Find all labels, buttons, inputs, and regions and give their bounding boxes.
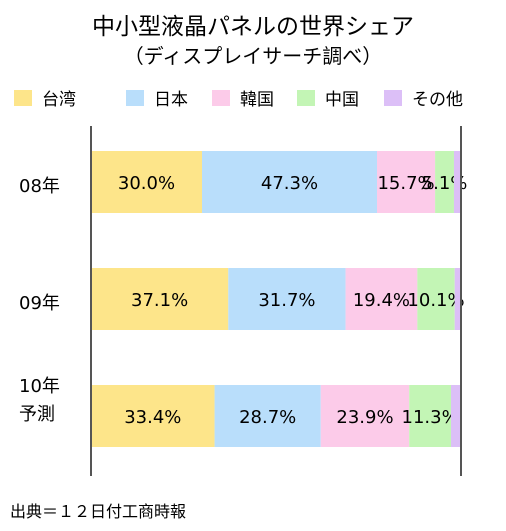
bar-0-0 [91,151,202,213]
bar-1-3 [417,268,455,330]
value-label-2-2: 23.9% [336,407,393,428]
category-label-2-1: 予測 [19,404,55,425]
legend-swatch-3 [297,90,315,106]
legend-swatch-0 [14,90,32,106]
bar-1-4 [454,268,461,330]
bar-0-3 [435,151,454,213]
bar-0-1 [202,151,378,213]
bar-2-1 [214,385,321,447]
value-label-1-3: 10.1% [407,290,464,311]
value-label-0-1: 47.3% [261,173,318,194]
legend-label-4: その他 [412,90,463,110]
value-label-1-1: 31.7% [258,290,315,311]
value-label-2-1: 28.7% [239,407,296,428]
category-label-1-0: 09年 [19,293,60,314]
value-label-1-2: 19.4% [353,290,410,311]
chart-title: 中小型液晶パネルの世界シェア [92,14,414,40]
bar-2-3 [409,385,452,447]
value-label-1-0: 37.1% [131,290,188,311]
legend-label-1: 日本 [154,90,188,110]
legend-swatch-1 [126,90,144,106]
bar-1-0 [91,268,229,330]
legend-label-3: 中国 [325,90,359,110]
category-label-2-0: 10年 [19,376,60,397]
source-note: 出典＝１２日付工商時報 [10,502,186,521]
bar-1-1 [228,268,346,330]
legend-swatch-4 [384,90,402,106]
bar-0-4 [453,151,461,213]
legend-label-2: 韓国 [240,90,274,110]
bar-1-2 [345,268,418,330]
value-label-2-0: 33.4% [124,407,181,428]
bar-2-0 [91,385,215,447]
bar-0-2 [377,151,436,213]
value-label-2-3: 11.3% [402,407,459,428]
bar-2-4 [451,385,461,447]
value-label-0-2: 15.7% [377,173,434,194]
bar-2-2 [320,385,410,447]
value-label-0-0: 30.0% [118,173,175,194]
category-label-0-0: 08年 [19,176,60,197]
legend-swatch-2 [212,90,230,106]
chart-subtitle: （ディスプレイサーチ調べ） [124,44,383,68]
legend-label-0: 台湾 [42,90,76,110]
